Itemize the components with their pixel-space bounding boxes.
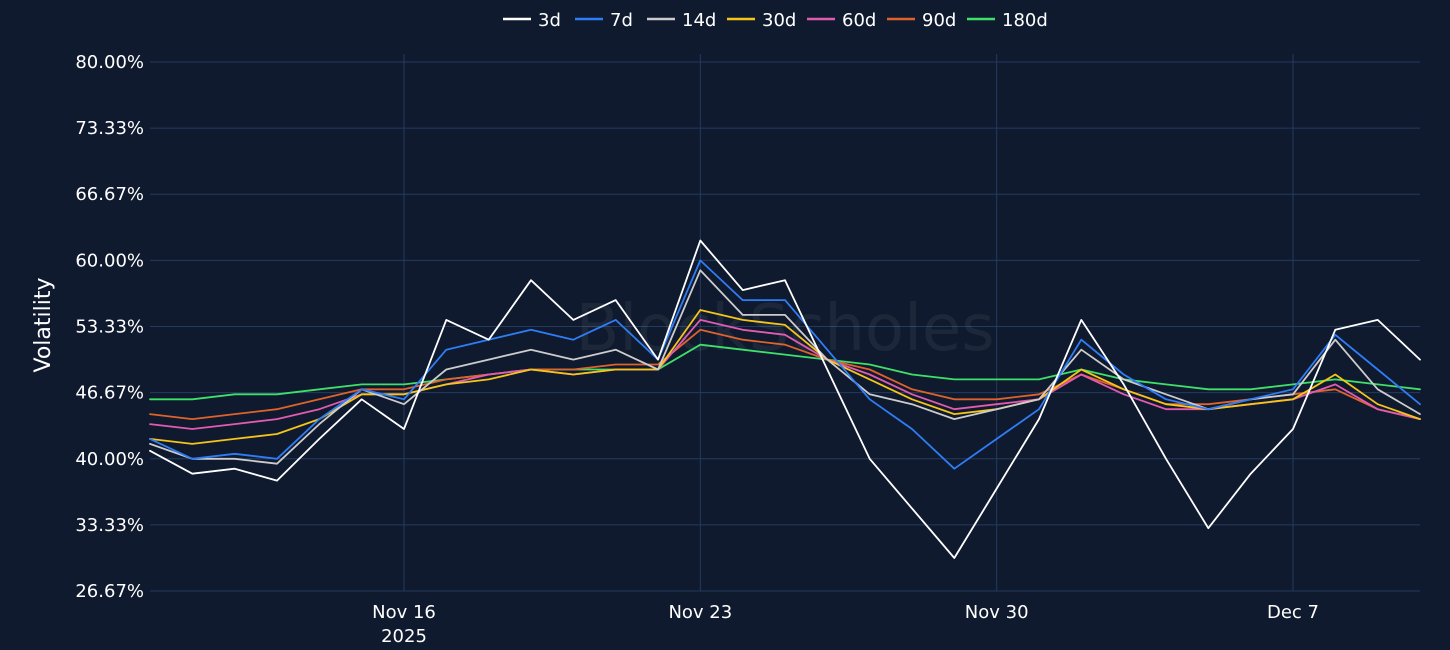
legend-label-30d: 30d [762,10,796,31]
y-tick-label: 26.67% [75,581,144,602]
y-tick-label: 66.67% [75,184,144,205]
x-tick-label: Nov 23 [668,602,732,623]
legend-label-7d: 7d [610,10,633,31]
series-lines [149,239,1421,559]
x-tick-label: Nov 16 [372,602,436,623]
watermark: BlockScholes [575,292,994,366]
x-tick-label: Dec 7 [1267,602,1319,623]
y-tick-label: 80.00% [75,52,144,73]
x-tick-label: Nov 30 [965,602,1029,623]
legend-label-90d: 90d [922,10,956,31]
y-tick-label: 46.67% [75,383,144,404]
y-tick-label: 33.33% [75,515,144,536]
x-axis: Nov 16 2025 Nov 23 Nov 30 Dec 7 [372,602,1319,647]
x-tick-sublabel: 2025 [381,626,427,647]
y-tick-label: 60.00% [75,250,144,271]
legend-label-14d: 14d [682,10,716,31]
series-line-7d [149,259,1421,470]
legend-label-180d: 180d [1002,10,1048,31]
legend-label-3d: 3d [538,10,561,31]
series-line-180d [149,343,1421,401]
y-axis: 26.67% 33.33% 40.00% 46.67% 53.33% 60.00% 66.6… [75,52,144,602]
y-tick-label: 73.33% [75,118,144,139]
legend: 3d 7d 14d 30d 60d 90d 180d [503,10,1048,31]
y-axis-title: Volatility [31,277,56,372]
y-tick-label: 53.33% [75,317,144,338]
y-tick-label: 40.00% [75,449,144,470]
series-line-3d [149,239,1421,559]
grid [150,54,1420,592]
legend-label-60d: 60d [842,10,876,31]
